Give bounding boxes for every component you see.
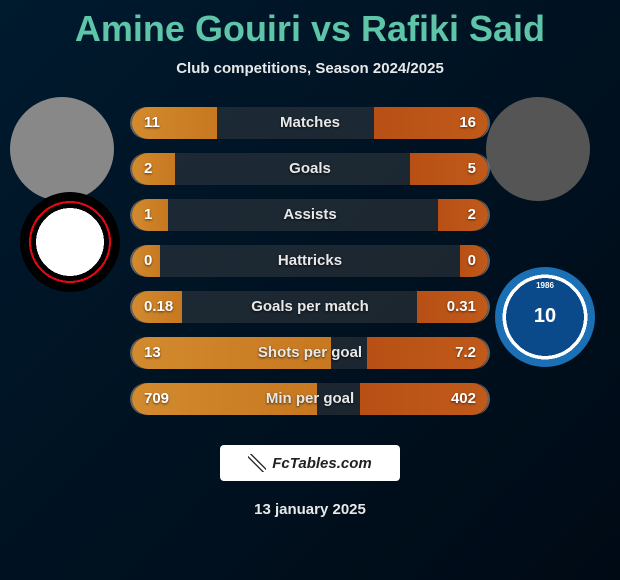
player-avatar-left	[10, 97, 114, 201]
player-avatar-right	[486, 97, 590, 201]
stat-row: 709402Min per goal	[130, 383, 490, 415]
stat-row: 137.2Shots per goal	[130, 337, 490, 369]
club-badge-right: 1986 10	[495, 267, 595, 367]
club-badge-left	[20, 192, 120, 292]
stat-row: 25Goals	[130, 153, 490, 185]
comparison-subtitle: Club competitions, Season 2024/2025	[0, 60, 620, 77]
stat-label: Assists	[132, 199, 488, 231]
stat-label: Goals	[132, 153, 488, 185]
stat-label: Hattricks	[132, 245, 488, 277]
stat-label: Matches	[132, 107, 488, 139]
club-right-year: 1986	[495, 281, 595, 290]
comparison-content: 1986 10 1116Matches 25Goals 12Assists 00Hat…	[0, 107, 620, 415]
stat-row: 0.180.31Goals per match	[130, 291, 490, 323]
stat-label: Goals per match	[132, 291, 488, 323]
club-right-num: 10	[495, 305, 595, 328]
stat-row: 00Hattricks	[130, 245, 490, 277]
stat-row: 12Assists	[130, 199, 490, 231]
stat-label: Shots per goal	[132, 337, 488, 369]
snapshot-date: 13 january 2025	[0, 501, 620, 518]
stat-label: Min per goal	[132, 383, 488, 415]
comparison-title: Amine Gouiri vs Rafiki Said	[0, 0, 620, 50]
brand-logo: FcTables.com	[220, 445, 400, 481]
stat-row: 1116Matches	[130, 107, 490, 139]
